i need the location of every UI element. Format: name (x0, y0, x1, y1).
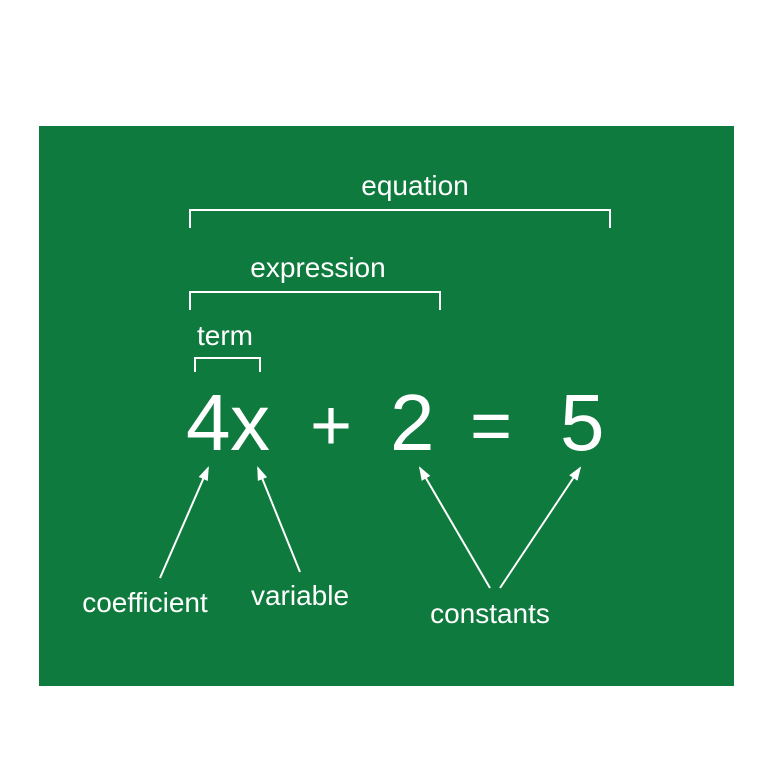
variable-arrow (258, 468, 300, 572)
coefficient-arrow (160, 468, 208, 578)
expression-bracket (190, 292, 440, 310)
constants-arrow-right (500, 468, 580, 588)
equation-bracket (190, 210, 610, 228)
term-bracket-label: term (197, 320, 253, 351)
coefficient-arrow-label: coefficient (82, 587, 208, 618)
chalkboard: 4x +2 = 5 equation expression term coefficient v… (39, 126, 734, 686)
equation-segment-c1: 2 (390, 378, 435, 467)
equation-segment-c2: 5 (560, 378, 605, 467)
equation-bracket-label: equation (361, 170, 468, 201)
expression-bracket-label: expression (250, 252, 385, 283)
constants-arrow-left (420, 468, 490, 588)
equation-segment-coef: 4 (186, 378, 231, 467)
equation-segment-var: x (230, 378, 270, 467)
variable-arrow-label: variable (251, 580, 349, 611)
constants-arrow-right-label: constants (430, 598, 550, 629)
term-bracket (195, 358, 260, 372)
equation-diagram: 4x +2 = 5 equation expression term coefficient v… (39, 126, 734, 686)
equation-segment-plus: + (310, 386, 352, 466)
equation-segment-eq: = (470, 386, 512, 466)
